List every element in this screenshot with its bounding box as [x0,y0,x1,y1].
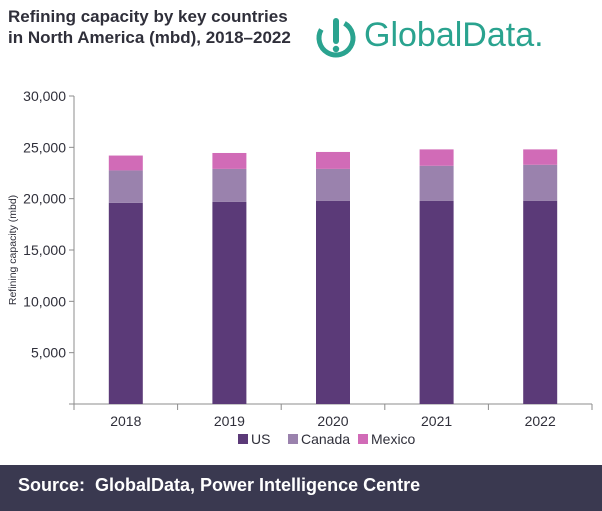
y-tick-label: 30,000 [23,88,66,104]
bar-canada-2021 [419,165,454,201]
bar-canada-2019 [212,168,247,202]
bar-us-2018 [108,202,143,404]
globaldata-g-icon [316,18,356,58]
legend-swatch-canada [288,434,298,444]
y-tick-label: 20,000 [23,191,66,207]
legend-label-mexico: Mexico [371,431,416,447]
legend-label-canada: Canada [301,431,350,447]
legend-label-us: US [251,431,270,447]
x-tick-label: 2019 [214,413,245,429]
globaldata-logo: GlobalData. [312,10,594,64]
bar-mexico-2020 [316,151,350,169]
bar-mexico-2018 [108,155,143,171]
legend-swatch-us [238,434,248,444]
x-tick-label: 2020 [317,413,348,429]
source-text: Source: GlobalData, Power Intelligence C… [18,475,421,495]
legend-swatch-mexico [358,434,368,444]
bar-canada-2020 [316,168,350,201]
bar-mexico-2021 [419,149,454,166]
x-tick-label: 2018 [110,413,141,429]
chart-title: Refining capacity by key countries in No… [8,7,291,47]
bar-canada-2018 [108,170,143,203]
bar-us-2019 [212,201,247,404]
bar-us-2021 [419,200,454,404]
bar-us-2022 [523,200,558,404]
x-tick-label: 2021 [421,413,452,429]
y-tick-label: 5,000 [31,345,66,361]
bar-us-2020 [316,200,350,404]
logo-text: GlobalData. [364,16,544,54]
y-tick-label: 15,000 [23,242,66,258]
chart: 5,000 10,000 15,000 20,000 25,000 30,000 Refin… [7,88,593,447]
x-tick-label: 2022 [525,413,556,429]
y-tick-label: 25,000 [23,139,66,155]
y-tick-label: 10,000 [23,293,66,309]
bar-canada-2022 [523,164,558,201]
footer: Source: GlobalData, Power Intelligence C… [0,465,602,511]
bar-mexico-2019 [212,152,247,169]
y-axis-label: Refining capacity (mbd) [7,195,19,305]
bar-mexico-2022 [523,149,558,165]
